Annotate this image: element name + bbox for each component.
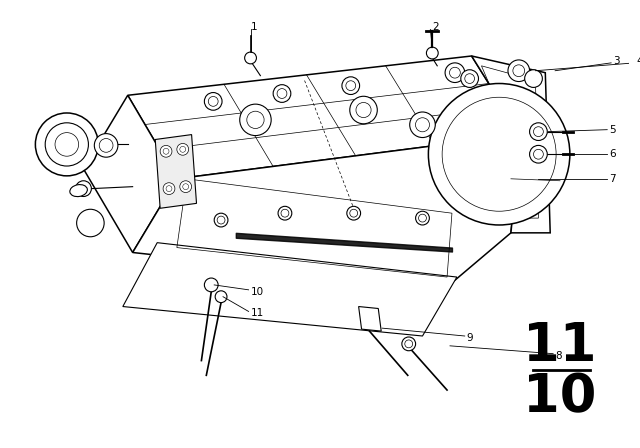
Circle shape (240, 104, 271, 136)
Circle shape (525, 70, 542, 87)
Text: 11: 11 (524, 320, 596, 372)
Circle shape (160, 146, 172, 157)
Text: 4: 4 (637, 56, 640, 66)
Text: 6: 6 (609, 149, 616, 159)
Polygon shape (83, 95, 177, 253)
Circle shape (410, 112, 435, 138)
Text: 10: 10 (524, 371, 596, 423)
Circle shape (76, 181, 92, 197)
Polygon shape (123, 243, 457, 336)
Text: 1: 1 (250, 22, 257, 31)
Text: 8: 8 (555, 351, 562, 361)
Circle shape (35, 113, 99, 176)
Polygon shape (472, 56, 550, 233)
Circle shape (204, 93, 222, 110)
Text: 5: 5 (609, 125, 616, 135)
Circle shape (445, 63, 465, 82)
Text: 10: 10 (250, 287, 264, 297)
Circle shape (204, 278, 218, 292)
Circle shape (428, 83, 570, 225)
Circle shape (426, 47, 438, 59)
Text: 7: 7 (609, 174, 616, 184)
Circle shape (342, 77, 360, 95)
Polygon shape (358, 306, 381, 331)
Text: 11: 11 (250, 308, 264, 319)
Text: 2: 2 (432, 22, 439, 31)
Circle shape (273, 85, 291, 102)
Circle shape (244, 52, 257, 64)
Text: 9: 9 (467, 333, 474, 343)
Circle shape (215, 291, 227, 302)
Ellipse shape (70, 185, 88, 197)
Circle shape (214, 213, 228, 227)
Circle shape (94, 134, 118, 157)
Circle shape (177, 143, 189, 155)
Polygon shape (128, 56, 521, 179)
Circle shape (347, 207, 360, 220)
Circle shape (350, 96, 378, 124)
Circle shape (402, 337, 415, 351)
Circle shape (180, 181, 191, 193)
Circle shape (508, 60, 529, 82)
Circle shape (529, 146, 547, 163)
Circle shape (415, 211, 429, 225)
Polygon shape (156, 134, 196, 208)
Circle shape (163, 183, 175, 194)
Circle shape (77, 209, 104, 237)
Polygon shape (132, 134, 521, 287)
Circle shape (461, 70, 479, 87)
Circle shape (529, 123, 547, 141)
Text: 3: 3 (613, 56, 620, 66)
Circle shape (278, 207, 292, 220)
